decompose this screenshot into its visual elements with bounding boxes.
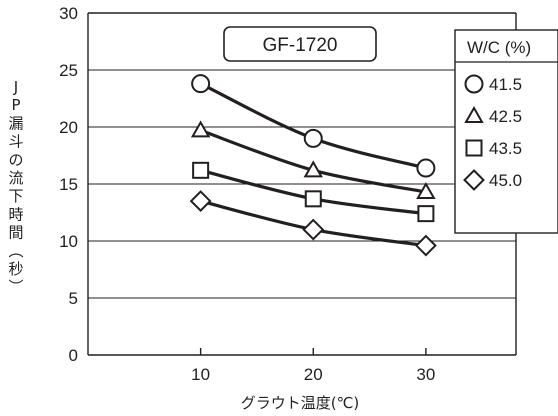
x-axis-label: グラウト温度(℃) — [241, 394, 360, 412]
legend-label: 41.5 — [489, 75, 522, 94]
chart-title: GF-1720 — [263, 35, 338, 56]
y-tick-label: 10 — [59, 232, 78, 251]
x-tick-labels: 10 20 30 — [191, 365, 435, 384]
data-point-square — [304, 190, 322, 208]
data-point-square — [192, 161, 210, 179]
legend-label: 45.0 — [489, 171, 522, 190]
series-line-circle — [199, 82, 427, 170]
legend: W/C (%) 41.5 42.5 43.5 45.0 — [454, 29, 558, 234]
data-point-circle — [416, 158, 436, 178]
legend-marker-circle — [464, 74, 484, 94]
y-tick-label: 20 — [59, 118, 78, 137]
y-tick-labels: 0 5 10 15 20 25 30 — [59, 4, 78, 365]
data-point-circle — [303, 128, 323, 148]
data-point-diamond — [302, 218, 325, 241]
legend-marker-triangle — [464, 105, 484, 123]
legend-label: 43.5 — [489, 139, 522, 158]
x-tick-label: 20 — [304, 365, 323, 384]
data-point-triangle — [190, 120, 211, 138]
data-point-square — [417, 205, 435, 223]
y-axis-label: J P 漏斗の流下時間︵秒︶ — [8, 78, 23, 296]
data-point-diamond — [414, 234, 437, 257]
data-point-circle — [191, 74, 211, 94]
x-tick-label: 30 — [416, 365, 435, 384]
y-tick-label: 25 — [59, 61, 78, 80]
data-point-diamond — [189, 190, 212, 213]
y-tick-label: 5 — [69, 289, 78, 308]
chart-title-box: GF-1720 — [223, 26, 377, 62]
y-tick-label: 30 — [59, 4, 78, 23]
legend-label: 42.5 — [489, 107, 522, 126]
y-tick-label: 0 — [69, 346, 78, 365]
data-point-triangle — [416, 181, 436, 199]
legend-marker-diamond — [463, 169, 485, 191]
legend-title: W/C (%) — [467, 38, 531, 57]
legend-items: 41.5 42.5 43.5 45.0 — [463, 74, 522, 191]
legend-marker-square — [465, 139, 483, 157]
data-point-triangle — [303, 160, 323, 178]
x-tick-label: 10 — [191, 365, 210, 384]
y-tick-label: 15 — [59, 175, 78, 194]
series-markers — [189, 74, 437, 257]
